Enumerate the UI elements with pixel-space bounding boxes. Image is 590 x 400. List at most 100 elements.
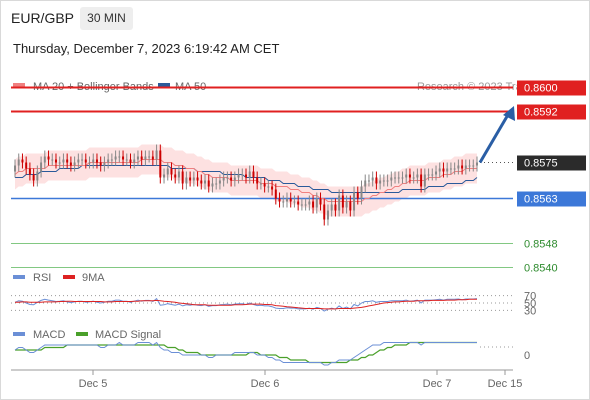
candle-body — [341, 195, 344, 208]
candle-body — [207, 180, 210, 187]
candle-body — [230, 177, 233, 181]
candle-body — [379, 180, 382, 184]
candle-body — [107, 159, 110, 163]
candle-body — [155, 150, 158, 160]
candle-body — [92, 159, 95, 163]
candle-body — [47, 156, 50, 160]
candle-body — [397, 177, 400, 179]
candle-body — [304, 204, 307, 206]
candle-body — [371, 177, 374, 181]
candle-body — [353, 192, 356, 211]
level-tag-0 — [517, 80, 586, 96]
x-tick-label-3: Dec 15 — [488, 378, 523, 390]
candle-body — [73, 162, 76, 166]
candle-body — [196, 177, 199, 181]
level-tag-1 — [517, 104, 586, 120]
level-label-0: 0.8600 — [524, 83, 558, 95]
candle-body — [237, 174, 240, 178]
rsi-legend-swatch-0 — [13, 275, 25, 279]
rsi-legend-label-0: RSI — [33, 272, 51, 284]
candle-body — [431, 174, 434, 176]
macd-legend-label-1: MACD Signal — [95, 329, 161, 341]
candle-body — [416, 174, 419, 178]
candle-body — [88, 162, 91, 164]
candle-body — [297, 201, 300, 205]
candle-body — [192, 177, 195, 181]
candle-body — [476, 162, 478, 166]
candle-body — [464, 165, 467, 169]
macd-legend-label-0: MACD — [33, 329, 65, 341]
candle-body — [390, 177, 393, 181]
candle-body — [40, 162, 43, 172]
candle-body — [17, 159, 20, 166]
rsi-legend-label-1: 9MA — [82, 272, 105, 284]
level-label-2: 0.8575 — [524, 158, 558, 170]
candle-body — [159, 150, 162, 178]
x-tick-label-0: Dec 5 — [79, 378, 108, 390]
candle-body — [166, 168, 169, 175]
candle-body — [453, 168, 456, 170]
level-label-3: 0.8563 — [524, 194, 558, 206]
candle-body — [125, 159, 128, 161]
candle-body — [289, 198, 292, 202]
candle-body — [133, 159, 136, 163]
candle-body — [256, 177, 259, 184]
candle-body — [423, 174, 426, 187]
candle-body — [148, 156, 151, 158]
candle-body — [54, 159, 57, 163]
candle-body — [103, 162, 106, 166]
candle-body — [245, 174, 247, 178]
candle-body — [334, 204, 337, 211]
candle-body — [62, 159, 65, 163]
candle-body — [293, 201, 296, 203]
candle-body — [338, 195, 341, 211]
candle-body — [81, 159, 84, 161]
forecast-arrow-head — [503, 106, 515, 121]
candle-body — [278, 198, 281, 202]
candle-body — [401, 177, 404, 179]
candle-body — [420, 174, 423, 187]
level-label-5: 0.8540 — [524, 263, 558, 275]
candle-body — [472, 165, 475, 167]
candle-body — [36, 171, 39, 181]
rsi-tick-0: 70 — [524, 291, 536, 303]
candle-body — [248, 171, 251, 178]
candle-body — [140, 156, 143, 160]
rsi-tick-2: 30 — [524, 305, 536, 317]
candle-body — [345, 201, 348, 208]
candle-body — [129, 159, 132, 163]
x-tick-label-2: Dec 7 — [423, 378, 452, 390]
macd-legend-swatch-0 — [13, 332, 25, 336]
candle-body — [267, 186, 270, 188]
timeframe-button[interactable]: 30 MIN — [80, 7, 133, 30]
candle-body — [360, 186, 363, 199]
candle-body — [323, 204, 326, 220]
candle-body — [144, 156, 147, 160]
candle-body — [330, 204, 333, 211]
candle-body — [211, 183, 214, 187]
level-label-4: 0.8548 — [524, 239, 558, 251]
rsi-9ma-line — [15, 298, 477, 310]
candle-body — [300, 204, 303, 206]
candle-body — [66, 159, 69, 163]
candle-body — [259, 183, 262, 185]
candle-body — [356, 192, 359, 199]
timestamp: Thursday, December 7, 2023 6:19:42 AM CE… — [13, 41, 280, 56]
candle-body — [25, 162, 28, 169]
candle-body — [222, 177, 225, 181]
candle-body — [185, 177, 188, 184]
candle-body — [177, 171, 180, 178]
candle-body — [174, 174, 177, 178]
candle-body — [457, 165, 460, 169]
candle-body — [69, 162, 72, 166]
candle-body — [241, 174, 244, 176]
candle-body — [181, 171, 184, 184]
candle-body — [218, 180, 221, 184]
candle-body — [122, 156, 125, 160]
candle-body — [95, 159, 98, 163]
candle-body — [43, 156, 46, 163]
candle-body — [110, 159, 113, 161]
candle-body — [319, 198, 322, 205]
candle-body — [449, 168, 452, 170]
